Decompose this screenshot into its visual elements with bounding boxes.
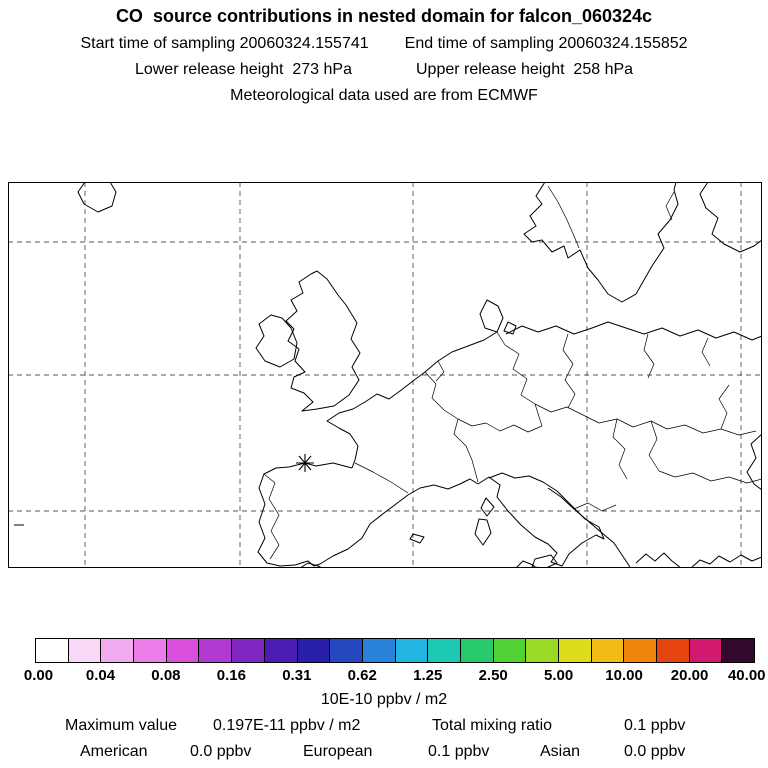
denmark-island — [503, 321, 517, 335]
northsea-channel-biscay-coast — [326, 331, 498, 469]
colorbar-cell — [395, 639, 429, 662]
page-title: CO source contributions in nested domain… — [115, 6, 653, 26]
met-data-label: Meteorological data used are from ECMWF — [230, 87, 538, 104]
map-svg — [8, 182, 762, 568]
adriatic-east-coast — [547, 487, 631, 568]
colorbar-cell — [722, 639, 755, 662]
sampling-times-line: Start time of sampling 20060324.155741 E… — [0, 35, 768, 53]
colorbar-tick-label: 1.25 — [413, 667, 443, 684]
iceland-coast — [77, 182, 117, 213]
colorbar-tick-label: 5.00 — [544, 667, 574, 684]
colorbar-cell — [297, 639, 331, 662]
start-time-label: Start time of sampling 20060324.155741 — [80, 35, 369, 52]
end-time-label: End time of sampling 20060324.155852 — [404, 35, 688, 52]
colorbar-tick-label: 0.00 — [23, 667, 54, 684]
colorbar-cell — [232, 639, 265, 662]
colorbar-cell — [689, 639, 723, 662]
colorbar-cell — [526, 639, 559, 662]
denmark-coast — [479, 299, 504, 333]
bothnia-coast — [699, 182, 762, 253]
colorbar-tick-labels: 0.00 0.04 0.08 0.16 0.31 0.62 1.25 2.50 5.00 10.0… — [24, 667, 766, 685]
region-european-value: 0.1 ppbv — [428, 743, 490, 760]
colorbar-units-label: 10E-10 ppbv / m2 — [320, 691, 448, 708]
colorbar-tick-label: 2.50 — [478, 667, 508, 684]
release-heights-line: Lower release height 273 hPa Upper relea… — [0, 61, 768, 79]
colorbar-cell — [624, 639, 658, 662]
sicily-coast — [531, 554, 558, 568]
colorbar-cell — [362, 639, 396, 662]
coastlines — [14, 182, 762, 568]
colorbar-cell — [134, 639, 167, 662]
colorbar-cell — [199, 639, 233, 662]
colorbar — [35, 638, 755, 663]
scandinavia-coast — [523, 182, 679, 303]
great-britain-coast — [285, 270, 361, 412]
region-american-value: 0.0 ppbv — [190, 743, 252, 760]
aegean-turkey-coast — [690, 554, 762, 568]
region-european-label: European — [303, 743, 373, 760]
country-borders — [263, 185, 762, 560]
colorbar-tick-label: 0.08 — [151, 667, 181, 684]
colorbar-cell — [166, 639, 200, 662]
iberia-coast — [257, 462, 479, 567]
release-point-marker — [296, 454, 314, 472]
colorbar-cell — [36, 639, 69, 662]
colorbar-cell — [330, 639, 363, 662]
colorbar-tick-label: 0.04 — [85, 667, 116, 684]
italy-coast — [477, 472, 605, 567]
colorbar-cell — [657, 639, 690, 662]
total-mixing-ratio-value: 0.1 ppbv — [624, 717, 686, 734]
baltic-south-coast — [505, 321, 762, 341]
colorbar-cell — [101, 639, 135, 662]
colorbar-cell — [68, 639, 102, 662]
colorbar-tick-label: 0.16 — [216, 667, 246, 684]
lower-release-label: Lower release height 273 hPa — [134, 61, 352, 78]
region-asian-value: 0.0 ppbv — [624, 743, 686, 760]
grid-lines — [8, 182, 762, 568]
maximum-value: 0.197E-11 ppbv / m2 — [213, 717, 361, 734]
tunisia-coast — [515, 560, 537, 568]
colorbar-cell — [460, 639, 494, 662]
region-american-label: American — [80, 743, 148, 760]
colorbar-tick-label: 0.31 — [282, 667, 312, 684]
maximum-value-label: Maximum value — [65, 717, 178, 734]
upper-release-label: Upper release height 258 hPa — [416, 61, 634, 78]
balearics-coast — [409, 533, 425, 544]
europe-map — [8, 182, 762, 568]
blacksea-west-coast — [746, 433, 762, 491]
corsica-coast — [480, 497, 495, 517]
colorbar-tick-label: 0.62 — [347, 667, 377, 684]
colorbar-cell — [264, 639, 298, 662]
colorbar-tick-label: 40.00 — [727, 667, 766, 684]
region-asian-label: Asian — [540, 743, 581, 760]
total-mixing-ratio-label: Total mixing ratio — [432, 717, 553, 734]
sardinia-coast — [474, 518, 492, 546]
colorbar-cell — [428, 639, 461, 662]
colorbar-cell — [591, 639, 625, 662]
colorbar-cell — [559, 639, 592, 662]
ireland-coast — [255, 314, 298, 368]
greece-coast — [635, 552, 682, 568]
colorbar-tick-label: 10.00 — [605, 667, 643, 684]
colorbar-cell — [493, 639, 527, 662]
map-frame — [8, 182, 762, 568]
colorbar-tick-label: 20.00 — [670, 667, 709, 684]
